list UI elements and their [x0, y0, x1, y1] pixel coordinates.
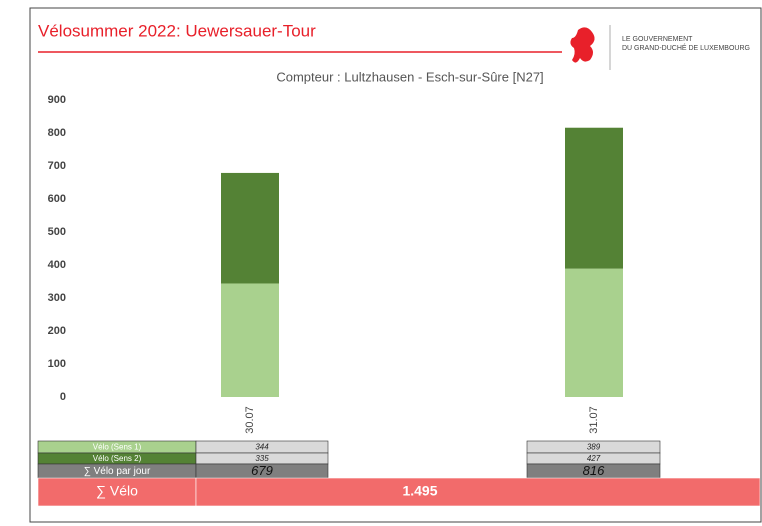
grand-total-value: 1.495 — [402, 483, 437, 499]
grand-total-cell — [195, 477, 761, 507]
legend-label: Vélo (Sens 1) — [93, 443, 142, 452]
totals-label: ∑ Vélo par jour — [84, 466, 151, 477]
x-tick-label: 30.07 — [244, 406, 256, 434]
y-tick-label: 300 — [48, 292, 66, 304]
chart-title: Vélosummer 2022: Uewersauer-Tour — [38, 21, 316, 40]
table-value: 427 — [587, 454, 601, 463]
y-tick-label: 100 — [48, 358, 66, 370]
table-value: 335 — [255, 454, 269, 463]
grand-total-label-cell — [37, 477, 197, 507]
x-tick-label: 31.07 — [588, 406, 600, 434]
y-tick-label: 700 — [48, 160, 66, 172]
bar-segment — [221, 283, 279, 397]
logo-lion — [570, 27, 595, 63]
table-value: 389 — [587, 443, 601, 452]
y-tick-label: 400 — [48, 259, 66, 271]
y-tick-label: 600 — [48, 193, 66, 205]
legend-label: Vélo (Sens 2) — [93, 454, 142, 463]
bar-segment — [565, 268, 623, 397]
grand-total-label: ∑ Vélo — [96, 483, 138, 499]
logo-text: DU GRAND-DUCHÉ DE LUXEMBOURG — [622, 43, 750, 52]
table-value: 344 — [255, 443, 269, 452]
bar-segment — [221, 172, 279, 284]
logo-text: LE GOUVERNEMENT — [622, 36, 693, 43]
bar-segment — [565, 127, 623, 269]
y-tick-label: 500 — [48, 226, 66, 238]
y-tick-label: 900 — [48, 94, 66, 106]
chart-subtitle: Compteur : Lultzhausen - Esch-sur-Sûre [… — [276, 69, 543, 84]
y-tick-label: 800 — [48, 127, 66, 139]
totals-value: 816 — [583, 463, 605, 478]
frame — [29, 7, 762, 523]
logo: LE GOUVERNEMENT DU GRAND-DUCHÉ DE LUXEMB… — [570, 25, 750, 70]
y-tick-label: 0 — [60, 391, 66, 403]
y-tick-label: 200 — [48, 325, 66, 337]
totals-value: 679 — [251, 463, 273, 478]
